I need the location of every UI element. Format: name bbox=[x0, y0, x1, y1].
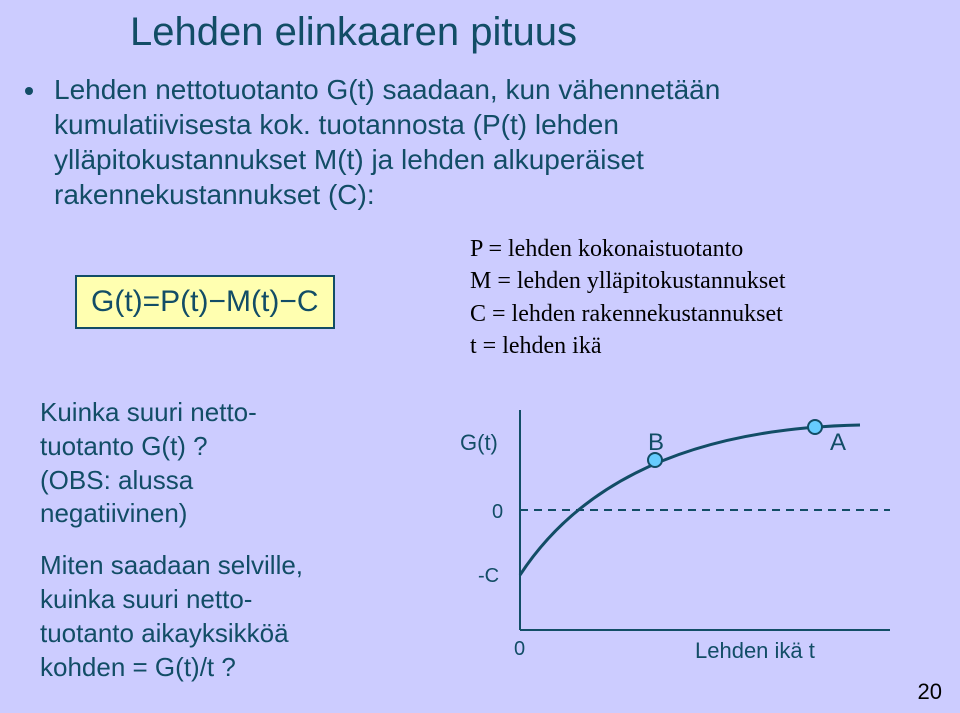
bullet-line: rakennekustannukset (C): bbox=[54, 179, 375, 210]
gt-curve bbox=[520, 425, 860, 575]
q2-line: tuotanto aikayksikköä bbox=[40, 617, 400, 651]
page-title: Lehden elinkaaren pituus bbox=[130, 10, 577, 55]
bullet-item: Lehden nettotuotanto G(t) saadaan, kun v… bbox=[48, 72, 720, 212]
q2-line: kohden = G(t)/t ? bbox=[40, 651, 400, 685]
formula-text: G(t)=P(t)−M(t)−C bbox=[91, 285, 319, 318]
variable-legend: P = lehden kokonaistuotanto M = lehden y… bbox=[470, 233, 786, 363]
y-tick-zero: 0 bbox=[492, 501, 503, 523]
bullet-line: ylläpitokustannukset M(t) ja lehden alku… bbox=[54, 144, 644, 175]
q1-line: Kuinka suuri netto- bbox=[40, 396, 400, 430]
q2-line: Miten saadaan selville, bbox=[40, 549, 400, 583]
x-axis-label: Lehden ikä t bbox=[695, 638, 815, 663]
point-a bbox=[808, 420, 822, 434]
bullet-line: kumulatiivisesta kok. tuotannosta (P(t) … bbox=[54, 109, 619, 140]
legend-line: P = lehden kokonaistuotanto bbox=[470, 233, 786, 265]
legend-line: C = lehden rakennekustannukset bbox=[470, 298, 786, 330]
formula-box: G(t)=P(t)−M(t)−C bbox=[75, 275, 335, 329]
y-axis-label: G(t) bbox=[460, 430, 498, 455]
point-b-label: B bbox=[648, 429, 664, 456]
q1-line: (OBS: alussa bbox=[40, 464, 400, 498]
gt-chart: G(t) 0 -C 0 Lehden ikä t B A bbox=[430, 410, 910, 670]
question-block: Kuinka suuri netto- tuotanto G(t) ? (OBS… bbox=[40, 396, 400, 684]
page-number: 20 bbox=[918, 679, 942, 705]
q2-line: kuinka suuri netto- bbox=[40, 583, 400, 617]
q1-line: negatiivinen) bbox=[40, 497, 400, 531]
x-tick-zero: 0 bbox=[514, 638, 525, 660]
legend-line: t = lehden ikä bbox=[470, 330, 786, 362]
y-tick-neg-c: -C bbox=[478, 565, 499, 587]
legend-line: M = lehden ylläpitokustannukset bbox=[470, 265, 786, 297]
bullet-line: Lehden nettotuotanto G(t) saadaan, kun v… bbox=[54, 74, 720, 105]
bullet-block: Lehden nettotuotanto G(t) saadaan, kun v… bbox=[20, 72, 720, 212]
point-a-label: A bbox=[830, 429, 846, 456]
q1-line: tuotanto G(t) ? bbox=[40, 430, 400, 464]
